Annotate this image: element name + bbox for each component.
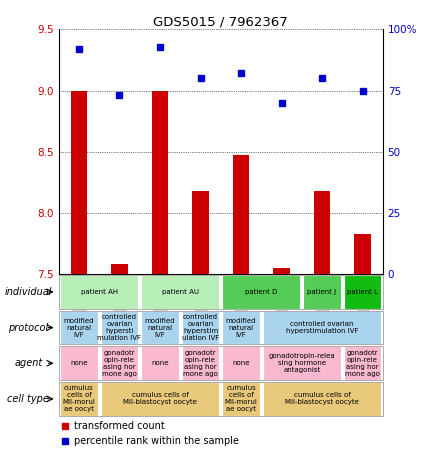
Bar <box>59 311 382 344</box>
Text: patient J: patient J <box>307 289 336 295</box>
Bar <box>222 275 300 308</box>
Text: gonadotropin-relea
sing hormone
antagonist: gonadotropin-relea sing hormone antagoni… <box>268 353 334 373</box>
Bar <box>181 347 219 380</box>
Text: cumulus
cells of
MII-morul
ae oocyt: cumulus cells of MII-morul ae oocyt <box>62 386 95 412</box>
Bar <box>354 234 370 274</box>
Text: patient AU: patient AU <box>161 289 198 295</box>
Text: cumulus cells of
MII-blastocyst oocyte: cumulus cells of MII-blastocyst oocyte <box>123 392 197 405</box>
Bar <box>60 382 98 416</box>
Text: controlled
ovarian
hyperstim
ulation IVF: controlled ovarian hyperstim ulation IVF <box>181 314 219 341</box>
Text: cumulus
cells of
MII-morul
ae oocyt: cumulus cells of MII-morul ae oocyt <box>224 386 257 412</box>
Text: individual: individual <box>4 287 52 297</box>
Bar <box>273 268 289 274</box>
Bar <box>60 275 138 308</box>
Text: none: none <box>151 360 168 366</box>
Bar <box>71 91 87 274</box>
Text: gonadotr
opin-rele
asing hor
mone ago: gonadotr opin-rele asing hor mone ago <box>183 350 217 377</box>
Bar <box>222 382 260 416</box>
Bar <box>60 311 98 344</box>
Bar <box>192 191 208 274</box>
Text: gonadotr
opin-rele
asing hor
mone ago: gonadotr opin-rele asing hor mone ago <box>344 350 379 377</box>
Text: modified
natural
IVF: modified natural IVF <box>145 318 175 337</box>
Bar <box>59 275 382 308</box>
Bar <box>262 347 340 380</box>
Bar <box>59 382 382 416</box>
Text: protocol: protocol <box>8 323 48 333</box>
Bar <box>302 275 340 308</box>
Text: patient L: patient L <box>346 289 377 295</box>
Text: modified
natural
IVF: modified natural IVF <box>64 318 94 337</box>
Text: none: none <box>232 360 249 366</box>
Text: gonadotr
opin-rele
asing hor
mone ago: gonadotr opin-rele asing hor mone ago <box>102 350 137 377</box>
Text: transformed count: transformed count <box>74 421 164 431</box>
Bar <box>222 311 260 344</box>
Bar <box>181 311 219 344</box>
Bar <box>100 347 138 380</box>
Text: cumulus cells of
MII-blastocyst oocyte: cumulus cells of MII-blastocyst oocyte <box>284 392 358 405</box>
Bar <box>222 347 260 380</box>
Bar <box>232 155 249 274</box>
Bar <box>343 347 381 380</box>
Bar <box>111 264 127 274</box>
Text: agent: agent <box>14 358 42 368</box>
Bar <box>151 91 168 274</box>
Bar <box>141 311 178 344</box>
Bar <box>313 191 329 274</box>
Bar <box>262 382 381 416</box>
Bar <box>60 347 98 380</box>
Text: controlled ovarian
hyperstimulation IVF: controlled ovarian hyperstimulation IVF <box>285 321 358 334</box>
Bar <box>262 311 381 344</box>
Bar <box>59 347 382 380</box>
Text: cell type: cell type <box>7 394 49 404</box>
Bar <box>100 382 219 416</box>
Text: none: none <box>70 360 88 366</box>
Text: patient D: patient D <box>244 289 277 295</box>
Text: controlled
ovarian
hypersti
mulation IVF: controlled ovarian hypersti mulation IVF <box>97 314 141 341</box>
Text: percentile rank within the sample: percentile rank within the sample <box>74 436 238 446</box>
Text: modified
natural
IVF: modified natural IVF <box>225 318 256 337</box>
Bar <box>141 275 219 308</box>
Title: GDS5015 / 7962367: GDS5015 / 7962367 <box>153 15 287 28</box>
Text: patient AH: patient AH <box>80 289 118 295</box>
Bar <box>343 275 381 308</box>
Bar <box>100 311 138 344</box>
Bar <box>141 347 178 380</box>
